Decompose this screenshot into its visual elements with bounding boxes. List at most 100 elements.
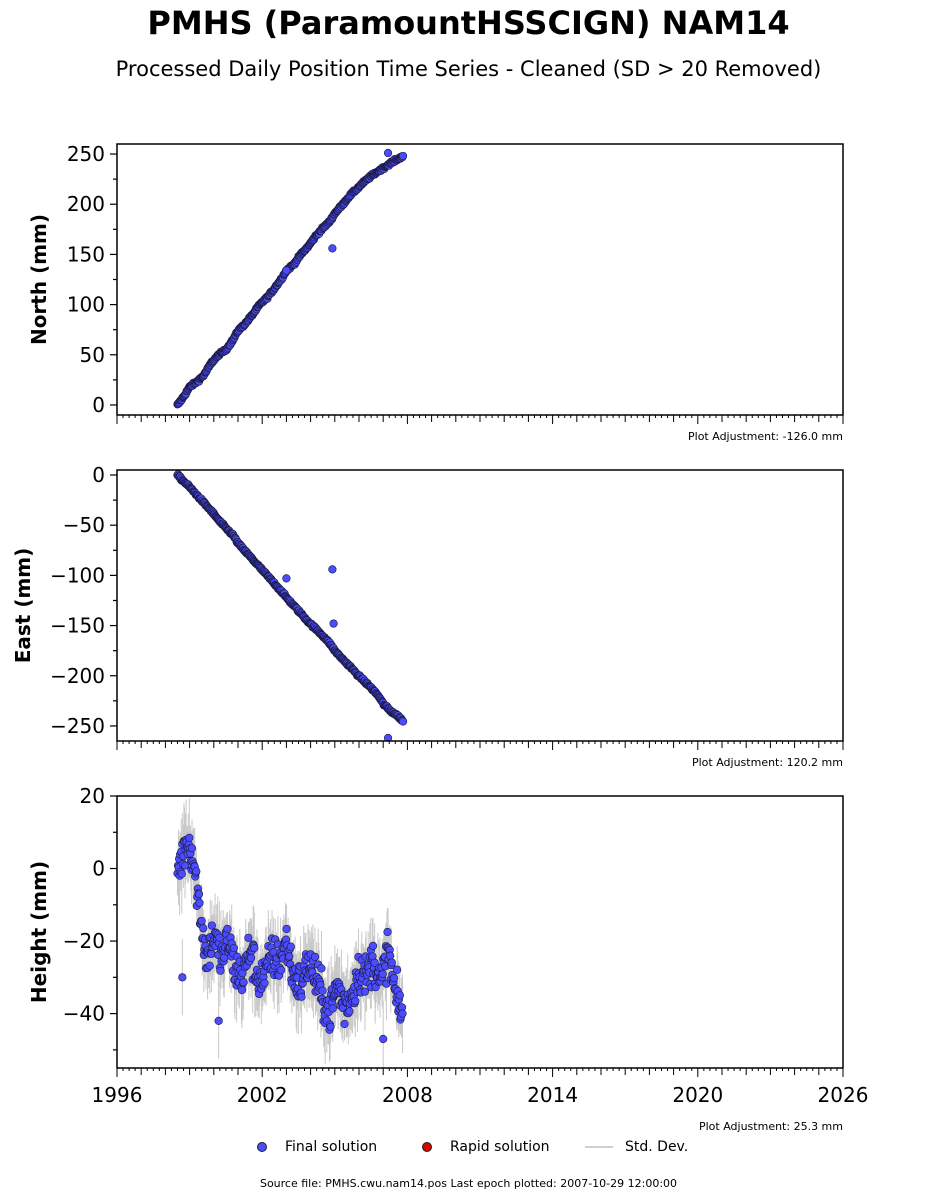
north-outlier-point [328, 244, 337, 253]
legend: Final solution Rapid solution Std. Dev. [0, 1137, 937, 1157]
height-panel: −40 −20 0 20 1996 2002 2008 2014 2020 2026 Height … [27, 784, 868, 1133]
north-data-point [398, 151, 408, 161]
legend-stddev-marker [585, 1146, 613, 1148]
height-x-tick-label: 2008 [382, 1083, 433, 1107]
height-data-point [223, 924, 232, 933]
height-outlier-point [379, 1034, 388, 1044]
east-y-tick-label: −50 [63, 513, 105, 537]
north-frame [116, 143, 844, 416]
height-y-tick-label: −20 [63, 929, 105, 953]
height-data-point [378, 969, 387, 979]
north-outlier-point [282, 266, 291, 275]
chart-title: PMHS (ParamountHSSCIGN) NAM14 [147, 4, 790, 42]
height-plot-adjustment: Plot Adjustment: 25.3 mm [699, 1120, 843, 1133]
height-data-point [340, 1019, 349, 1029]
height-data-point [185, 833, 194, 842]
height-data-point [286, 942, 295, 951]
north-y-tick-label: 50 [80, 343, 105, 367]
east-y-ticks [110, 474, 117, 727]
height-data-point [239, 978, 248, 987]
east-outlier-point [329, 619, 338, 628]
north-y-tick-label: 150 [67, 242, 105, 266]
east-axis-label: East (mm) [11, 548, 35, 664]
height-data-point [192, 867, 201, 876]
height-x-tick-label: 2020 [672, 1083, 723, 1107]
east-panel: −250 −200 −150 −100 −50 0 East (mm) Plot Adjust… [11, 463, 844, 769]
east-x-ticks [116, 741, 844, 750]
east-points [173, 470, 408, 741]
height-data-point [370, 958, 379, 967]
height-data-point [177, 869, 186, 878]
legend-stddev-label: Std. Dev. [625, 1139, 689, 1155]
height-data-point [393, 965, 402, 974]
height-x-tick-label: 2026 [818, 1083, 869, 1107]
height-data-point [351, 996, 360, 1006]
height-data-point [310, 952, 320, 961]
height-x-tick-label: 2014 [527, 1083, 578, 1107]
height-x-tick-label: 1996 [92, 1083, 143, 1107]
height-data-point [326, 1022, 335, 1031]
east-outlier-point [383, 733, 393, 741]
height-data-point [205, 961, 214, 970]
height-data-point [246, 953, 256, 962]
north-panel: 0 50 100 150 200 250 North (mm) Plot Adjustment… [27, 142, 844, 443]
east-y-tick-label: −150 [50, 614, 105, 638]
height-data-point [260, 979, 269, 988]
height-outlier-point [178, 973, 187, 982]
east-y-tick-label: −200 [50, 664, 105, 688]
height-data-point [387, 958, 396, 967]
chart-subtitle: Processed Daily Position Time Series - C… [115, 57, 822, 81]
east-data-point [398, 717, 408, 726]
height-data-point [285, 952, 294, 961]
height-data-point [237, 985, 247, 995]
legend-rapid: Rapid solution [422, 1137, 550, 1157]
height-data-point [328, 1004, 337, 1013]
height-data-point [250, 944, 259, 953]
height-y-ticks [110, 795, 117, 1051]
north-y-tick-label: 100 [67, 293, 105, 317]
height-data-point [318, 986, 327, 995]
east-y-tick-label: −250 [50, 714, 105, 738]
north-axis-label: North (mm) [27, 214, 51, 345]
height-data-point [386, 951, 395, 960]
height-y-tick-label: 0 [92, 857, 105, 881]
north-outlier-point [383, 148, 393, 158]
east-frame [116, 469, 844, 742]
height-data-point [199, 924, 208, 933]
legend-final: Final solution [257, 1137, 377, 1157]
height-data-point [207, 921, 216, 930]
north-y-ticks [110, 153, 117, 406]
north-y-tick-label: 200 [67, 192, 105, 216]
height-data-point [282, 924, 291, 934]
height-data-point [398, 1009, 407, 1018]
height-x-tick-label: 2002 [237, 1083, 288, 1107]
height-data-point [395, 991, 404, 1000]
north-y-tick-label: 0 [92, 393, 105, 417]
source-note: Source file: PMHS.cwu.nam14.pos Last epo… [259, 1177, 678, 1190]
east-y-tick-label: 0 [92, 463, 105, 487]
east-y-tick-label: −100 [50, 563, 105, 587]
height-outlier-point [214, 1016, 223, 1025]
height-data-point [194, 889, 204, 899]
height-data-point [277, 966, 286, 975]
height-data-point [297, 992, 306, 1001]
legend-rapid-label: Rapid solution [450, 1139, 550, 1155]
height-y-tick-label: −40 [63, 1002, 105, 1026]
east-plot-area [173, 470, 408, 741]
north-plot-area [173, 148, 408, 409]
height-data-point [244, 933, 253, 942]
height-data-point [187, 844, 197, 853]
north-plot-adjustment: Plot Adjustment: -126.0 mm [688, 430, 843, 443]
east-outlier-point [328, 565, 337, 574]
height-data-point [216, 966, 225, 975]
height-data-point [360, 987, 370, 996]
north-y-tick-label: 250 [67, 142, 105, 166]
height-data-point [180, 861, 190, 870]
legend-final-marker [257, 1142, 267, 1152]
height-axis-label: Height (mm) [27, 861, 51, 1003]
height-data-point [207, 949, 216, 959]
height-data-point [345, 1007, 354, 1016]
legend-final-label: Final solution [285, 1139, 378, 1155]
north-x-ticks [116, 415, 844, 424]
